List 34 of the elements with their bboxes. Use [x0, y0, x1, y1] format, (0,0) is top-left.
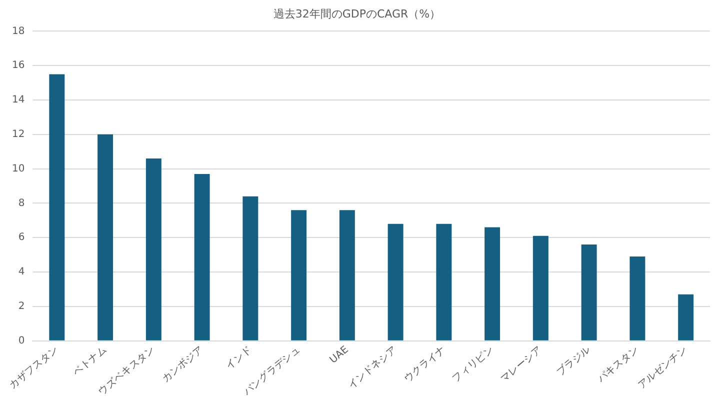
x-tick-label: フィリピン: [450, 344, 496, 385]
bar: [581, 244, 597, 340]
bar: [630, 256, 646, 340]
bar: [678, 294, 694, 340]
y-tick-label: 18: [12, 26, 25, 37]
y-tick-label: 10: [12, 163, 25, 174]
x-tick-label: インド: [224, 344, 254, 372]
chart-title: 過去32年間のGDPのCAGR（%）: [273, 7, 441, 20]
bar: [436, 224, 452, 340]
x-tick-label: ブラジル: [554, 344, 593, 378]
x-tick-label: ウクライナ: [402, 344, 448, 385]
x-tick-label: ベトナム: [71, 344, 109, 378]
bar: [532, 236, 548, 340]
y-tick-label: 4: [18, 266, 25, 278]
bar: [242, 196, 258, 340]
y-tick-label: 16: [12, 60, 25, 72]
y-tick-label: 12: [12, 129, 25, 140]
y-tick-label: 2: [18, 301, 25, 312]
bar: [194, 174, 210, 340]
x-tick-label: マレーシア: [498, 344, 544, 385]
bar: [146, 158, 162, 340]
bar: [388, 224, 404, 340]
y-tick-label: 6: [18, 232, 25, 244]
bar: [98, 134, 114, 340]
y-tick-label: 14: [12, 94, 25, 106]
y-tick-label: 0: [18, 335, 25, 346]
bar: [339, 210, 355, 340]
x-tick-label: カザフスタン: [7, 344, 61, 392]
bar: [49, 74, 65, 340]
bar: [484, 227, 500, 340]
y-tick-label: 8: [18, 198, 25, 209]
x-tick-label: カンボジア: [160, 344, 206, 385]
x-tick-label: アルゼンチン: [636, 344, 690, 392]
bar: [291, 210, 307, 340]
